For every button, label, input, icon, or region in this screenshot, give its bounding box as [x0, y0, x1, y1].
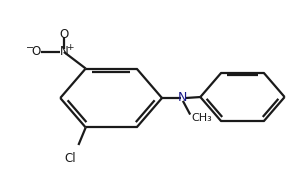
Text: Cl: Cl: [64, 152, 76, 165]
Text: N: N: [60, 45, 68, 58]
Text: +: +: [67, 43, 74, 52]
Text: O: O: [59, 28, 69, 41]
Text: N: N: [178, 92, 187, 104]
Text: CH₃: CH₃: [192, 113, 212, 123]
Text: O: O: [32, 45, 41, 58]
Text: −: −: [26, 43, 34, 53]
